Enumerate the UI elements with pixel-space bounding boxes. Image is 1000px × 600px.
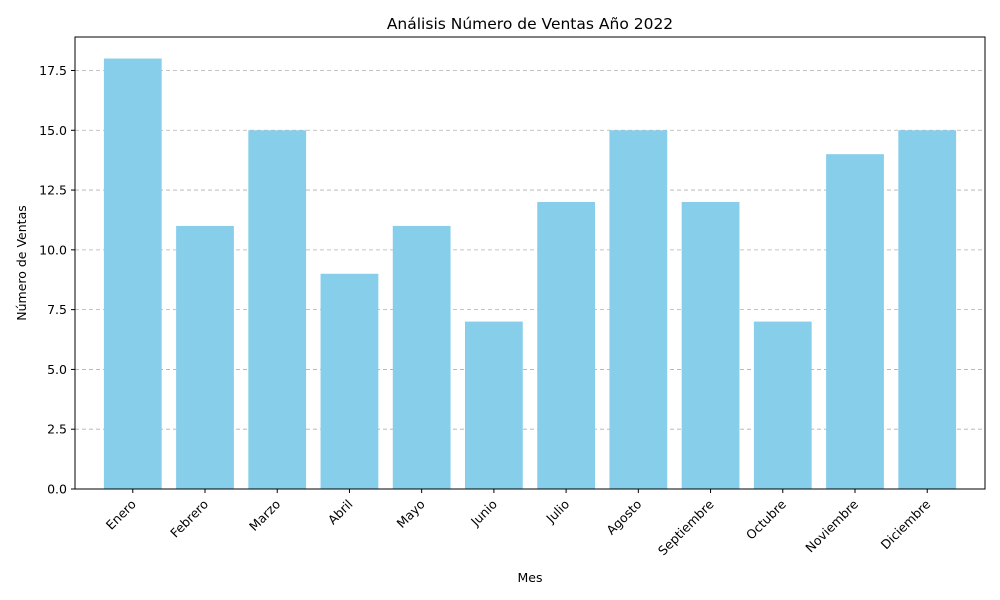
plot-frame	[74, 36, 986, 490]
x-axis-label: Mes	[518, 570, 543, 585]
y-tick-label: 7.5	[47, 302, 67, 317]
x-tick-label: Marzo	[246, 497, 283, 534]
y-tick-label: 0.0	[47, 482, 67, 497]
bar-abril	[320, 273, 379, 489]
x-tick-label: Abril	[325, 497, 356, 528]
x-tick-label: Julio	[542, 497, 572, 527]
x-tick-label: Mayo	[393, 497, 427, 531]
bar-noviembre	[826, 154, 884, 489]
y-tick-label: 15.0	[39, 123, 67, 138]
bar-mayo	[392, 225, 451, 489]
x-tick-label: Enero	[103, 497, 139, 533]
chart-title: Análisis Número de Ventas Año 2022	[387, 15, 673, 33]
y-tick-label: 12.5	[39, 183, 67, 198]
bar-febrero	[176, 225, 234, 489]
bar-diciembre	[898, 130, 957, 489]
bar-junio	[465, 321, 523, 489]
x-tick-label: Septiembre	[655, 496, 717, 558]
y-tick-label: 5.0	[47, 362, 67, 377]
x-axis-ticks: Enero Febrero Marzo Abril Mayo Junio Julio Agos…	[103, 489, 934, 558]
bar-agosto	[609, 130, 668, 489]
bar-octubre	[753, 321, 812, 489]
x-tick-label: Febrero	[167, 497, 211, 541]
bar-layer	[103, 58, 957, 490]
x-tick-label: Diciembre	[878, 496, 934, 552]
x-tick-label: Noviembre	[802, 496, 861, 555]
bar-septiembre	[681, 202, 740, 489]
bar-marzo	[248, 130, 307, 489]
x-tick-label: Agosto	[603, 497, 644, 538]
y-tick-label: 17.5	[39, 63, 67, 78]
x-tick-label: Junio	[467, 497, 500, 530]
y-tick-label: 2.5	[47, 422, 67, 437]
bar-enero	[103, 58, 162, 490]
x-tick-label: Octubre	[743, 496, 789, 542]
y-tick-label: 10.0	[39, 242, 67, 257]
y-axis-label: Número de Ventas	[14, 205, 29, 321]
bar-julio	[537, 202, 595, 489]
y-axis-ticks: 0.0 2.5 5.0 7.5 10.0 12.5 15.0 17.5	[39, 63, 75, 497]
